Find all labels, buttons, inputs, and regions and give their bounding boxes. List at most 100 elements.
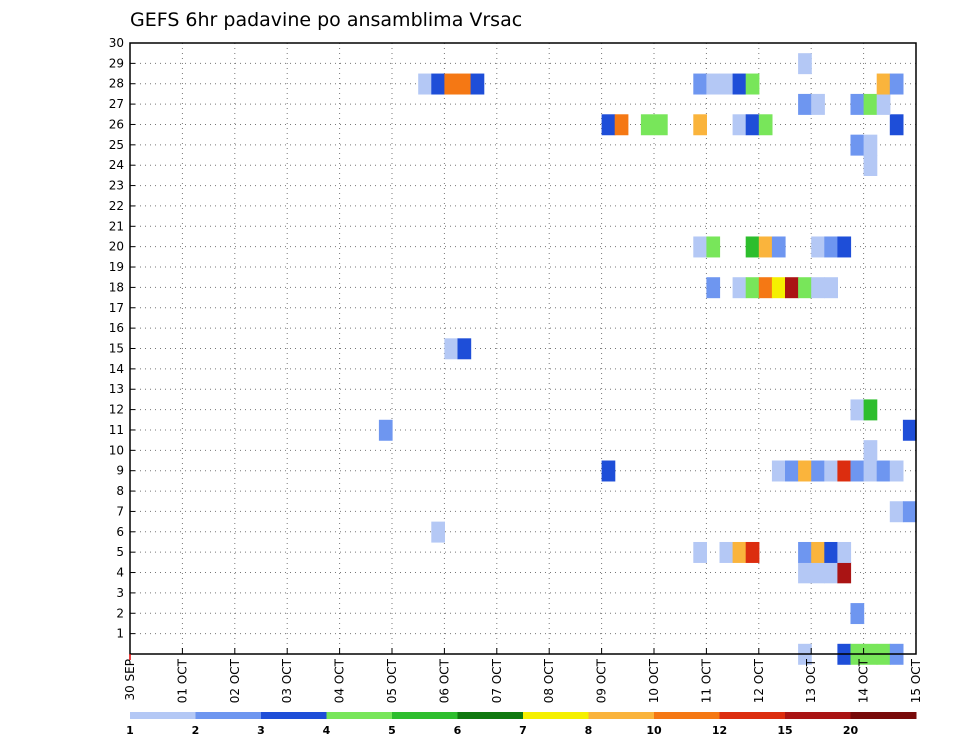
heatmap-cell <box>811 562 825 584</box>
x-tick-label: 07 OCT <box>490 658 504 703</box>
y-tick-label: 13 <box>109 382 124 396</box>
y-tick-label: 30 <box>109 36 124 50</box>
x-tick-label: 15 OCT <box>909 658 923 703</box>
x-tick-label: 05 OCT <box>385 658 399 703</box>
y-axis: 1234567891011121314151617181920212223242… <box>109 36 135 641</box>
x-tick-label: 01 OCT <box>175 658 189 703</box>
colorbar-swatch <box>457 712 524 719</box>
y-tick-label: 16 <box>109 321 124 335</box>
heatmap-cell <box>444 73 459 95</box>
heatmap-cell <box>837 236 852 258</box>
y-tick-label: 7 <box>116 504 124 518</box>
y-tick-label: 23 <box>109 179 124 193</box>
x-tick-label: 10 OCT <box>647 658 661 703</box>
heatmap-cell <box>745 541 760 563</box>
colorbar-label: 8 <box>585 724 593 737</box>
heatmap-cell <box>693 236 707 258</box>
heatmap-cell <box>706 277 721 299</box>
colorbar-label: 1 <box>126 724 134 737</box>
heatmap-cell <box>811 93 825 115</box>
colorbar-label: 12 <box>712 724 727 737</box>
heatmap-cell <box>863 460 878 482</box>
y-tick-label: 27 <box>109 97 124 111</box>
heatmap-cell <box>798 277 812 299</box>
colorbar-swatch <box>654 712 720 719</box>
y-tick-label: 9 <box>116 464 124 478</box>
heatmap-cell <box>470 73 485 95</box>
colorbar-swatch <box>261 712 327 719</box>
y-tick-label: 11 <box>109 423 124 437</box>
heatmap-cell <box>798 93 812 115</box>
x-axis: 30 SEP 01 OCT 02 OCT 03 OCT 04 OCT 05 OCT 06 O… <box>123 648 923 703</box>
y-tick-label: 14 <box>109 362 124 376</box>
heatmap-cell <box>614 114 629 136</box>
heatmap-cell <box>811 236 825 258</box>
heatmap-cell <box>719 541 734 563</box>
y-tick-label: 3 <box>116 586 124 600</box>
y-tick-label: 12 <box>109 403 124 417</box>
heatmap-cell <box>837 541 852 563</box>
heatmap-cell <box>771 460 786 482</box>
heatmap-cell <box>824 541 838 563</box>
heatmap-cell <box>745 236 760 258</box>
y-tick-label: 19 <box>109 260 124 274</box>
heatmap-cell <box>889 460 904 482</box>
y-tick-label: 26 <box>109 117 124 131</box>
heatmap-cell <box>785 460 799 482</box>
heatmap-cell <box>850 460 865 482</box>
heatmap-cell <box>837 460 852 482</box>
heatmap-cell <box>850 603 865 625</box>
colorbar-swatch <box>326 712 393 719</box>
y-tick-label: 10 <box>109 443 124 457</box>
heatmap-cell <box>418 73 432 95</box>
heatmap-cell <box>876 73 891 95</box>
heatmap-cell <box>693 541 707 563</box>
heatmap-cell <box>601 114 616 136</box>
grid-lines <box>130 43 916 654</box>
heatmap-cell <box>902 501 917 523</box>
heatmap-cell <box>811 460 825 482</box>
colorbar-label: 3 <box>257 724 265 737</box>
y-tick-label: 1 <box>116 627 124 641</box>
colorbar-swatch <box>392 712 458 719</box>
heatmap-cell <box>863 134 878 156</box>
y-tick-label: 5 <box>116 545 124 559</box>
heatmap-cell <box>745 114 760 136</box>
colorbar-swatch <box>195 712 262 719</box>
heatmap-cell <box>706 73 721 95</box>
heatmap-cell <box>811 277 825 299</box>
colorbar-swatch <box>785 712 851 719</box>
heatmap-cell <box>444 338 459 360</box>
colorbar-label: 5 <box>388 724 396 737</box>
heatmap-cell <box>876 460 891 482</box>
heatmap-cell <box>863 155 878 176</box>
colorbar-label: 15 <box>777 724 792 737</box>
heatmap-cell <box>824 460 838 482</box>
heatmap-cell <box>758 114 773 136</box>
heatmap-cell <box>745 277 760 299</box>
heatmap-cell <box>863 93 878 115</box>
y-tick-label: 6 <box>116 525 124 539</box>
heatmap-cell <box>798 53 812 75</box>
y-tick-label: 2 <box>116 606 124 620</box>
colorbar-label: 6 <box>454 724 462 737</box>
heatmap-cell <box>758 236 773 258</box>
x-tick-label: 09 OCT <box>595 658 609 703</box>
heatmap-cell <box>811 541 825 563</box>
x-tick-label: 11 OCT <box>699 658 713 703</box>
heatmap-cell <box>824 236 838 258</box>
y-tick-label: 24 <box>109 158 124 172</box>
heatmap-cells <box>378 53 917 665</box>
heatmap-cell <box>431 521 445 543</box>
x-tick-label: 08 OCT <box>542 658 556 703</box>
y-tick-label: 18 <box>109 280 124 294</box>
heatmap-cell <box>863 399 878 421</box>
heatmap-cell <box>693 73 707 95</box>
y-tick-label: 21 <box>109 219 124 233</box>
x-tick-label: 04 OCT <box>333 658 347 703</box>
y-tick-label: 15 <box>109 342 124 356</box>
heatmap-cell <box>654 114 668 136</box>
heatmap-cell <box>758 277 773 299</box>
heatmap-cell <box>457 73 472 95</box>
